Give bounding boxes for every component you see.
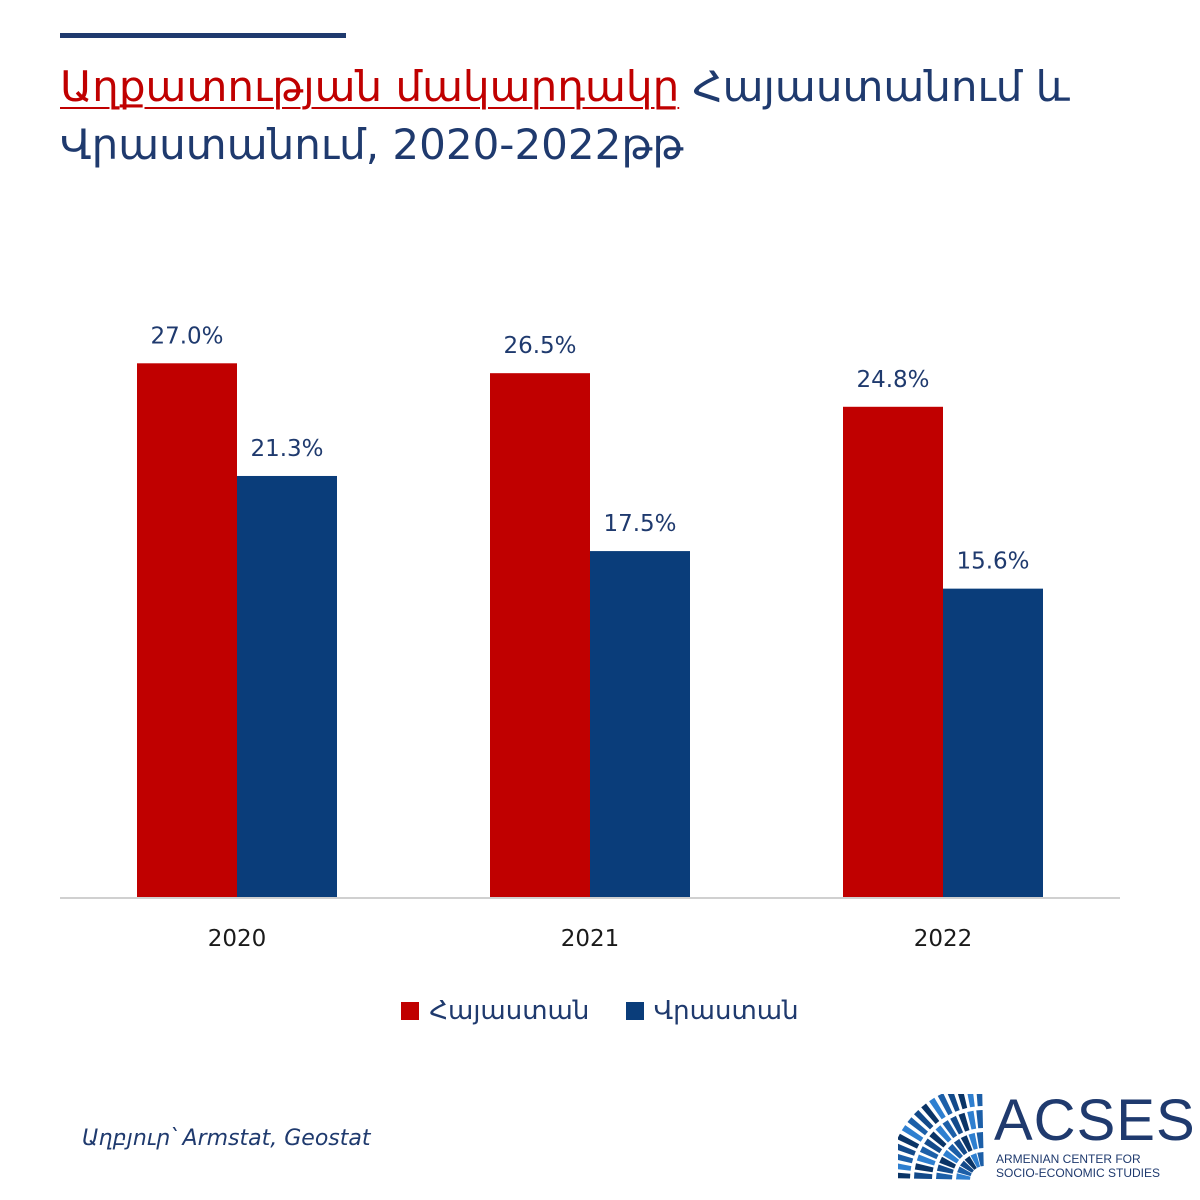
bar-armenia-2021 [490,373,590,897]
data-label-armenia-2021: 26.5% [503,333,576,359]
logo-segment [916,1154,936,1166]
title-highlight: Աղքատության մակարդակը [60,62,680,111]
logo-segment [898,1133,920,1149]
data-label-georgia-2021: 17.5% [603,511,676,537]
legend-swatch-georgia [625,1002,644,1020]
logo-segment [914,1110,934,1130]
logo-segment [976,1132,984,1149]
logo-segment [907,1117,928,1136]
logo-segment [898,1143,916,1156]
bar-georgia-2020 [237,475,337,897]
logo-segment [942,1149,960,1164]
data-label-georgia-2020: 21.3% [250,436,323,462]
legend-label-armenia: Հայաստան [429,996,590,1026]
source-note: Աղբյուր՝ Armstat, Geostat [82,1126,371,1151]
x-tick-label-2022: 2022 [914,926,973,952]
top-rule [60,33,346,38]
logo-subtitle-line-1: ARMENIAN CENTER FOR [996,1152,1141,1166]
logo-segment [947,1094,960,1112]
logo-subtitle-line-2: SOCIO-ECONOMIC STUDIES [996,1166,1161,1180]
logo-mark-icon [898,1094,984,1180]
logo-wordmark: ACSES [994,1088,1196,1153]
logo-segment [921,1103,940,1124]
logo-segment [953,1138,968,1156]
bar-armenia-2022 [843,406,943,897]
logo-segment [970,1153,981,1168]
logo-segment [939,1156,956,1169]
legend-item-armenia: Հայաստան [401,996,589,1026]
bar-armenia-2020 [137,363,237,897]
legend: Հայաստան Վրաստան [0,996,1200,1027]
bar-georgia-2021 [590,551,690,897]
logo-segment [901,1125,924,1142]
logo-segment [898,1163,912,1171]
logo-segment [937,1094,953,1116]
logo-segment [936,1164,954,1174]
bar-chart: 27.0% 21.3% 2020 26.5% 17.5% 2021 24.8% 15.6% 20… [60,323,1120,952]
data-label-armenia-2020: 27.0% [150,323,223,349]
logo-segment [977,1152,984,1167]
logo-segment [929,1097,946,1120]
logo-segment [924,1138,943,1154]
x-tick-label-2020: 2020 [208,926,267,952]
logo-segment [950,1115,964,1135]
logo-segment [957,1166,972,1177]
logo-segment [976,1110,983,1129]
logo-segment [898,1172,911,1179]
logo-segment [919,1146,939,1160]
logo-segment [898,1153,914,1164]
x-tick-label-2021: 2021 [561,926,620,952]
data-label-armenia-2022: 24.8% [856,367,929,393]
acses-logo: ACSES ARMENIAN CENTER FOR SOCIO-ECONOMIC… [898,1088,1195,1180]
logo-segment [947,1143,963,1159]
logo-segment [935,1125,952,1143]
logo-segment [957,1094,968,1110]
logo-segment [967,1094,975,1108]
logo-segment [964,1156,977,1170]
chart-title: Աղքատության մակարդակը Հայաստանում և Վրաս… [60,58,1160,174]
logo-segment [936,1172,953,1180]
legend-label-georgia: Վրաստան [653,996,799,1026]
legend-swatch-armenia [401,1002,420,1020]
logo-segment [914,1163,934,1173]
legend-item-georgia: Վրաստան [625,996,799,1026]
logo-segment [976,1094,983,1107]
logo-segment [942,1120,958,1139]
logo-subtitle: ARMENIAN CENTER FOR SOCIO-ECONOMIC STUDI… [996,1152,1160,1180]
bar-georgia-2022 [943,588,1043,897]
logo-segment [960,1160,974,1173]
logo-segment [914,1172,933,1179]
logo-segment [960,1135,973,1152]
logo-segment [958,1112,970,1132]
logo-segment [929,1131,947,1148]
data-label-georgia-2022: 15.6% [956,549,1029,575]
logo-segment [956,1173,971,1180]
title-rest: Հայաստանում և Վրաստանում, 2020-2022թթ [60,62,1070,169]
logo-segment [967,1110,977,1130]
logo-segment [968,1132,978,1150]
